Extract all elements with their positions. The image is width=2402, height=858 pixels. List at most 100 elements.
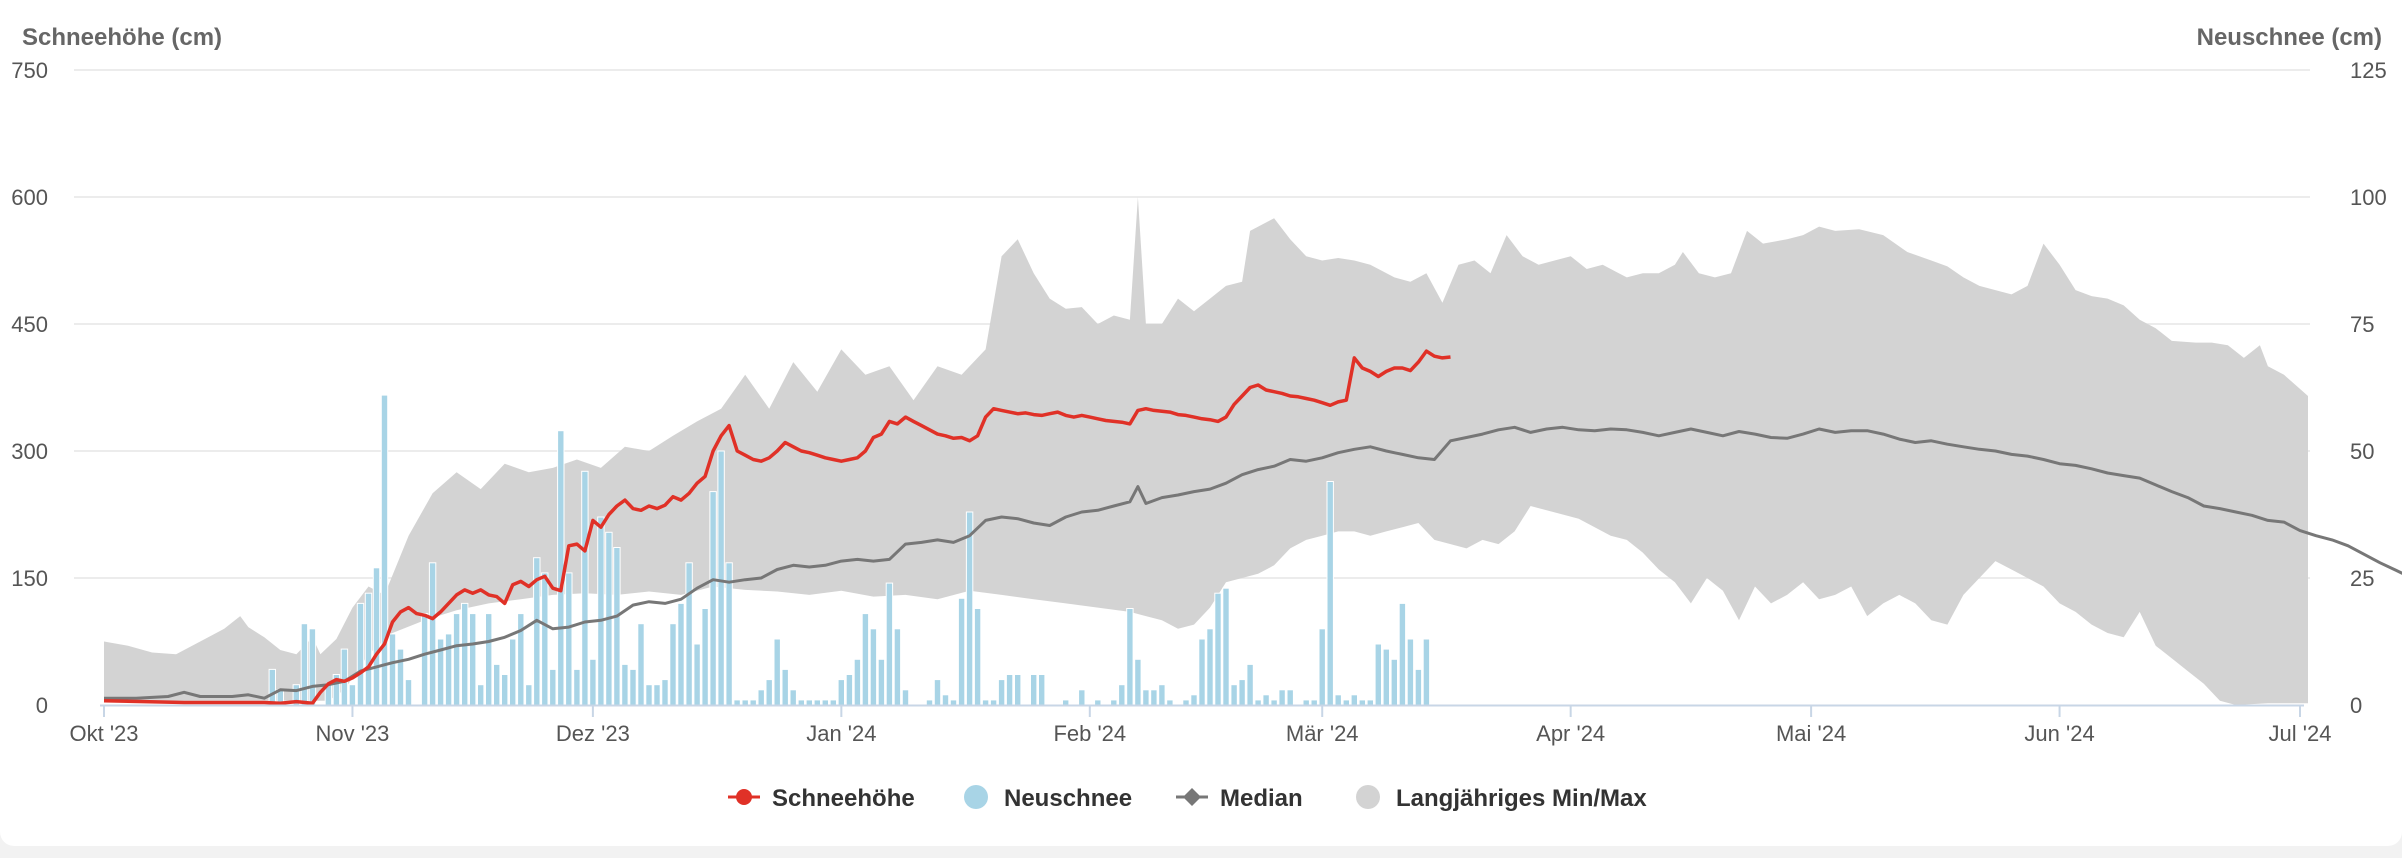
neuschnee-bar xyxy=(1166,699,1174,706)
neuschnee-bar xyxy=(1254,699,1262,706)
neuschnee-bar xyxy=(557,430,565,706)
schneehoehe-line xyxy=(103,349,1451,706)
legend-label: Median xyxy=(1220,785,1303,812)
neuschnee-bar xyxy=(1326,481,1334,706)
neuschnee-bar xyxy=(757,689,765,706)
neuschnee-bar xyxy=(749,699,757,706)
neuschnee-bar xyxy=(1246,663,1254,706)
neuschnee-bar xyxy=(1030,674,1038,706)
x-tick-label: Feb '24 xyxy=(1053,721,1126,746)
y-left-tick-label: 750 xyxy=(11,58,48,83)
legend-symbol-marker xyxy=(1183,788,1201,806)
neuschnee-bar xyxy=(493,663,501,706)
legend-label: Schneehöhe xyxy=(772,785,915,812)
neuschnee-bar xyxy=(477,684,485,706)
neuschnee-bar xyxy=(685,562,693,706)
neuschnee-bar xyxy=(1062,699,1070,706)
neuschnee-bar xyxy=(1382,648,1390,706)
neuschnee-bar xyxy=(1350,694,1358,706)
neuschnee-bar xyxy=(789,689,797,706)
neuschnee-bar xyxy=(485,613,493,706)
neuschnee-bar xyxy=(701,608,709,706)
neuschnee-bar xyxy=(1238,679,1246,706)
y-left-tick-label: 300 xyxy=(11,439,48,464)
neuschnee-bar xyxy=(973,608,982,706)
neuschnee-bar xyxy=(669,623,677,706)
neuschnee-bar xyxy=(1406,638,1415,706)
neuschnee-bar xyxy=(1374,643,1382,706)
neuschnee-bar xyxy=(461,602,469,706)
neuschnee-bar xyxy=(1342,699,1350,706)
neuschnee-bar xyxy=(733,699,741,706)
neuschnee-bar xyxy=(637,623,645,706)
x-tick-label: Dez '23 xyxy=(556,721,630,746)
x-tick-label: Mär '24 xyxy=(1286,721,1359,746)
x-tick-label: Mai '24 xyxy=(1776,721,1846,746)
x-tick-label: Jun '24 xyxy=(2024,721,2094,746)
legend-label: Neuschnee xyxy=(1004,785,1132,812)
legend-symbol-marker xyxy=(964,785,988,809)
neuschnee-bar xyxy=(1038,674,1046,706)
neuschnee-bar xyxy=(773,638,781,706)
x-tick-label: Apr '24 xyxy=(1536,721,1605,746)
legend-symbol-marker xyxy=(736,789,752,805)
neuschnee-bar xyxy=(933,679,942,706)
neuschnee-bar xyxy=(1182,699,1190,706)
neuschnee-bar xyxy=(925,699,934,706)
neuschnee-bar xyxy=(885,582,894,706)
y-right-tick-label: 50 xyxy=(2350,439,2374,464)
neuschnee-bar xyxy=(1302,699,1310,706)
neuschnee-bar xyxy=(1310,699,1318,706)
median-line xyxy=(104,425,2402,700)
neuschnee-bar xyxy=(861,613,870,706)
legend-item: Schneehöhe xyxy=(728,785,915,812)
neuschnee-bar xyxy=(420,613,429,706)
neuschnee-bar xyxy=(901,689,910,706)
neuschnee-bar xyxy=(1005,674,1014,706)
neuschnee-bar xyxy=(428,562,437,706)
neuschnee-bar xyxy=(372,567,381,706)
neuschnee-bar xyxy=(893,628,902,706)
neuschnee-bar xyxy=(573,668,581,706)
neuschnee-bar xyxy=(1014,674,1022,706)
neuschnee-bar xyxy=(348,684,357,706)
neuschnee-bar xyxy=(613,547,621,706)
neuschnee-bar xyxy=(549,668,557,706)
neuschnee-bar xyxy=(853,658,862,706)
neuschnee-bar xyxy=(821,699,829,706)
neuschnee-bar xyxy=(1286,689,1294,706)
neuschnee-bar xyxy=(501,674,509,706)
neuschnee-bar xyxy=(565,572,573,706)
neuschnee-bar xyxy=(1334,694,1342,706)
neuschnee-bar xyxy=(845,674,854,706)
neuschnee-bar xyxy=(469,613,477,706)
neuschnee-bar xyxy=(805,699,813,706)
neuschnee-bar xyxy=(404,679,413,706)
y-right-tick-label: 0 xyxy=(2350,693,2362,718)
neuschnee-bar xyxy=(645,684,653,706)
neuschnee-bar xyxy=(396,648,405,706)
neuschnee-bar xyxy=(308,628,317,706)
neuschnee-bar xyxy=(1118,684,1126,706)
neuschnee-bar xyxy=(1078,689,1086,706)
neuschnee-bar xyxy=(693,643,701,706)
neuschnee-bar xyxy=(1134,658,1142,706)
neuschnee-bar xyxy=(268,668,277,706)
neuschnee-bar xyxy=(709,491,717,706)
neuschnee-bar xyxy=(444,633,453,706)
neuschnee-bar xyxy=(380,394,389,706)
neuschnee-bar xyxy=(1262,694,1270,706)
neuschnee-bar xyxy=(725,562,733,706)
neuschnee-bar xyxy=(957,597,966,706)
neuschnee-bar xyxy=(677,602,685,706)
axes: 0 150 300 450 600 750 0 25 50 75 100 125 Okt '23 Nov … xyxy=(11,58,2386,746)
neuschnee-bar xyxy=(621,663,629,706)
y-left-axis-title: Schneehöhe (cm) xyxy=(22,24,222,51)
x-tick-label: Jul '24 xyxy=(2269,721,2332,746)
neuschnee-bar xyxy=(981,699,990,706)
neuschnee-bar xyxy=(741,699,749,706)
legend-item: Langjähriges Min/Max xyxy=(1356,785,1647,812)
neuschnee-bar xyxy=(829,699,837,706)
neuschnee-bar xyxy=(837,679,845,706)
neuschnee-bar xyxy=(356,602,365,706)
